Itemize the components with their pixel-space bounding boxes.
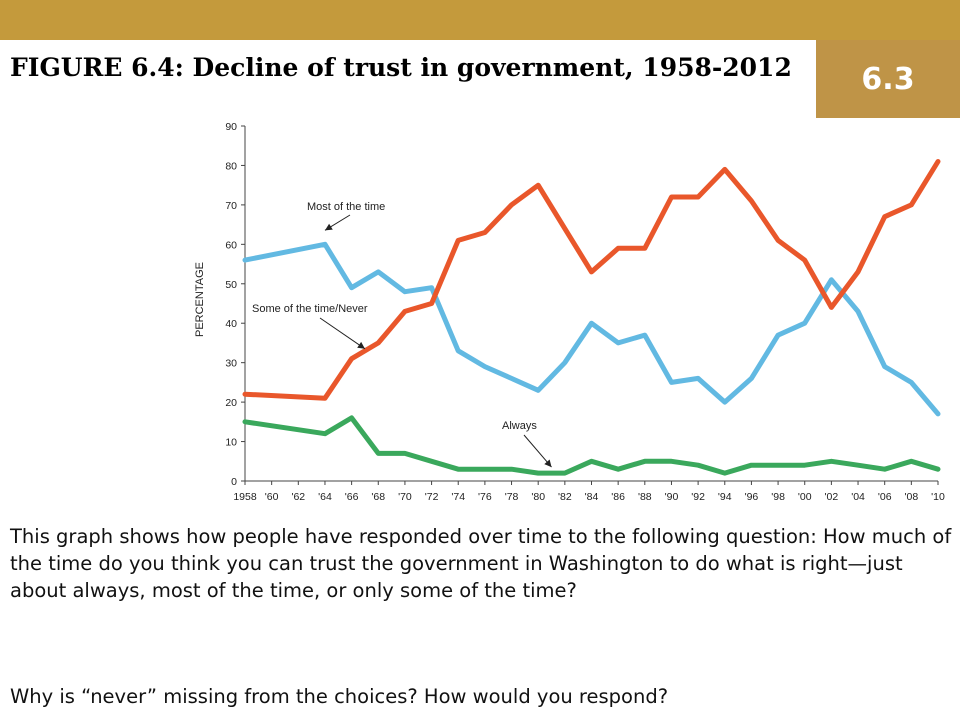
- x-tick-label: '68: [371, 491, 385, 503]
- x-tick-label: '08: [905, 491, 919, 503]
- y-tick-label: 80: [225, 160, 237, 172]
- y-tick-label: 70: [225, 200, 237, 212]
- x-tick-label: '80: [531, 491, 545, 503]
- annotation-arrow-line: [319, 317, 366, 350]
- y-tick-label: 50: [225, 279, 237, 291]
- x-tick-label: '76: [478, 491, 492, 503]
- x-tick-label: '86: [611, 491, 625, 503]
- x-tick-label: '92: [691, 491, 705, 503]
- x-tick-label: '72: [425, 491, 439, 503]
- discussion-question: Why is “never” missing from the choices?…: [10, 685, 669, 708]
- header-bar: [0, 0, 960, 40]
- section-number-badge: 6.3: [816, 40, 960, 118]
- series-annotation-label: Always: [502, 420, 537, 432]
- chart-axes: 0 10 20 30 40 50 60 70 80 90 1958 '60 '62 '64 '66 '68 '7…: [225, 121, 945, 503]
- chart-series: [242, 159, 941, 476]
- x-tick-label: '64: [318, 491, 332, 503]
- x-tick-label: 1958: [233, 491, 257, 503]
- y-tick-label: 10: [225, 437, 237, 449]
- annotation-arrowhead: [357, 341, 365, 349]
- y-tick-label: 20: [225, 397, 237, 409]
- annotation-arrow-line: [523, 434, 552, 468]
- x-tick-label: '00: [798, 491, 812, 503]
- x-tick-label: '66: [345, 491, 359, 503]
- annotation-arrowhead: [544, 459, 552, 468]
- series-annotation-label: Some of the time/Never: [252, 303, 368, 315]
- x-tick-label: '96: [745, 491, 759, 503]
- y-tick-label: 40: [225, 318, 237, 330]
- x-tick-label: '06: [878, 491, 892, 503]
- series-line-always: [242, 415, 941, 476]
- x-tick-label: '74: [451, 491, 465, 503]
- y-tick-label: 0: [231, 476, 237, 488]
- chart-caption: This graph shows how people have respond…: [10, 525, 952, 602]
- x-tick-label: '60: [265, 491, 279, 503]
- series-annotation-label: Most of the time: [307, 201, 385, 213]
- x-tick-label: '70: [398, 491, 412, 503]
- x-tick-label: '90: [665, 491, 679, 503]
- x-tick-label: '94: [718, 491, 732, 503]
- x-tick-label: '84: [585, 491, 599, 503]
- annotation-arrowhead: [324, 223, 333, 231]
- x-tick-label: '04: [851, 491, 865, 503]
- y-tick-label: 90: [225, 121, 237, 133]
- y-tick-label: 60: [225, 239, 237, 251]
- chart-annotations: Most of the time Some of the time/Never Al…: [252, 201, 552, 468]
- x-tick-label: '78: [505, 491, 519, 503]
- x-tick-label: '02: [825, 491, 839, 503]
- x-tick-label: '88: [638, 491, 652, 503]
- series-line-some-of-the-time-never: [242, 159, 941, 401]
- series-line-most-of-the-time: [242, 241, 941, 417]
- x-tick-label: '98: [771, 491, 785, 503]
- x-tick-label: '62: [291, 491, 305, 503]
- figure-title: FIGURE 6.4: Decline of trust in governme…: [10, 53, 792, 82]
- y-axis-label: PERCENTAGE: [194, 262, 206, 337]
- x-tick-label: '82: [558, 491, 572, 503]
- x-tick-label: '10: [931, 491, 945, 503]
- trust-line-chart: 0 10 20 30 40 50 60 70 80 90 1958 '60 '62 '64 '66 '68 '7…: [194, 121, 945, 503]
- y-tick-label: 30: [225, 358, 237, 370]
